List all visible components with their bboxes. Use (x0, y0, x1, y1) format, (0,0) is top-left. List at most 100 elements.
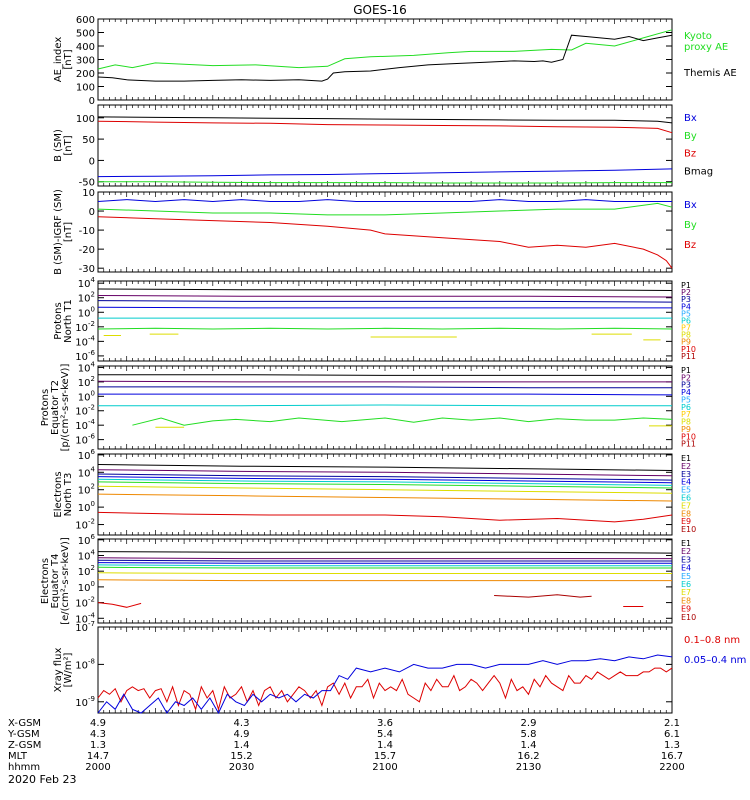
channel-label: E3 (681, 555, 691, 564)
legend-entry: Bx (684, 200, 697, 211)
x-axis-tick-label: 1.4 (521, 740, 537, 751)
x-axis-tick-label: 4.9 (90, 718, 106, 729)
y-tick-label: 10-8 (75, 657, 95, 671)
x-axis-tick-label: 1.3 (90, 740, 106, 751)
y-tick-label: -10 (79, 226, 95, 237)
series-line-p6 (97, 327, 673, 330)
x-axis-tick-label: 1.3 (664, 740, 680, 751)
y-tick-label: 50 (82, 135, 95, 146)
legend-entry: Bx (684, 113, 697, 124)
series-line-e1 (97, 551, 673, 554)
y-tick-label: 104 (78, 548, 96, 562)
channel-label: P9 (681, 338, 691, 347)
series-line-p5 (98, 404, 672, 407)
legend-entry: Kyoto (684, 31, 712, 42)
x-axis-tick-label: 15.7 (374, 751, 396, 762)
series-line-e2 (97, 557, 672, 560)
y-tick-label: 10-2 (75, 596, 95, 610)
y-axis-label: Xray flux (53, 648, 64, 693)
x-axis-row-label: Z-GSM (8, 740, 41, 751)
y-tick-label: 10-2 (75, 518, 95, 532)
y-tick-label: 10 (82, 188, 95, 199)
channel-label: P7 (681, 410, 691, 419)
channel-label: E1 (681, 454, 691, 463)
series-line-p1 (98, 374, 672, 376)
x-axis-tick-label: 2130 (516, 762, 541, 773)
channel-label: P4 (681, 388, 691, 397)
channel-label: E9 (681, 605, 691, 614)
x-axis-tick-label: 3.6 (377, 718, 393, 729)
y-tick-label: 102 (78, 291, 95, 305)
y-axis-label: B (SM) (53, 129, 64, 162)
y-tick-label: 200 (76, 69, 95, 80)
series-line-p4 (98, 393, 673, 396)
series-line-p6 (132, 417, 673, 426)
series-line-e10 (494, 594, 592, 598)
y-axis-label: Electrons (53, 471, 64, 517)
y-tick-label: 100 (78, 500, 95, 514)
y-tick-label: 100 (76, 83, 95, 94)
y-tick-label: 10-6 (75, 433, 95, 447)
y-tick-label: 106 (78, 448, 96, 462)
channel-label: P9 (681, 425, 691, 434)
channel-label: E5 (681, 572, 691, 581)
y-tick-label: 100 (78, 305, 95, 319)
legend-entry: By (684, 131, 697, 142)
y-tick-label: 102 (78, 483, 95, 497)
channel-label: E5 (681, 486, 691, 495)
channel-label: P11 (681, 440, 696, 449)
x-axis-tick-label: 5.4 (377, 729, 393, 740)
y-axis-label: Electrons (40, 558, 51, 604)
panel-2: -50 0 50 100 B (SM) [nT] Bx By Bz Bmag (53, 104, 713, 189)
series-line-e9 (97, 511, 673, 523)
x-axis-tick-label: 2000 (85, 762, 110, 773)
channel-label: E6 (681, 494, 691, 503)
series-line-e6 (97, 566, 672, 569)
channel-label: P6 (681, 316, 691, 325)
y-tick-label: 10-7 (75, 620, 95, 634)
panel-3: -30 -20 -10 0 10 B (SM)-IGRF (SM) [nT] Bx By Bz (53, 188, 697, 275)
channel-label: E2 (681, 547, 691, 556)
channel-label: P8 (681, 331, 691, 340)
legend-entry: 0.1–0.8 nm (684, 635, 740, 646)
series-line-p2 (97, 295, 673, 298)
panel-1: 0 100 200 300 400 500 600 AE_index [nT] Kyotoprox… (53, 15, 737, 107)
series-line-p3 (98, 386, 672, 389)
series-line-e3 (97, 559, 672, 562)
channel-label: P4 (681, 302, 691, 311)
channel-label: E2 (681, 462, 691, 471)
x-axis-tick-label: 2.1 (664, 718, 680, 729)
y-tick-label: 102 (78, 564, 95, 578)
series-line-e4 (97, 562, 672, 564)
series-line-e9 (97, 602, 142, 608)
series-line-e8 (97, 579, 672, 582)
x-axis-tick-label: 4.3 (90, 729, 106, 740)
series-line-e7 (97, 572, 672, 574)
y-tick-label: 10-4 (75, 334, 95, 348)
x-axis-tick-label: 4.9 (234, 729, 250, 740)
x-axis-row-label: Y-GSM (7, 729, 40, 740)
channel-label: P5 (681, 395, 691, 404)
x-axis-row-label: hhmm (8, 762, 40, 773)
y-axis-label: Protons (40, 389, 51, 426)
series-line-themis-ae (97, 34, 673, 82)
series-line-e5 (97, 478, 673, 486)
y-tick-label: -20 (79, 245, 95, 256)
y-tick-label: 600 (76, 15, 95, 26)
channel-label: P2 (681, 373, 691, 382)
panel-8: 10-9 10-8 10-7 Xray flux [W/m²] 0.1–0.8 nm 0.0… (53, 620, 746, 715)
x-axis-tick-label: 14.7 (87, 751, 109, 762)
y-tick-label: 102 (78, 375, 95, 389)
series-line-p1 (97, 288, 673, 291)
channel-label: E1 (681, 539, 691, 548)
y-tick-label: -50 (79, 178, 95, 189)
x-axis-tick-label: 16.2 (517, 751, 539, 762)
channel-label: E4 (681, 564, 691, 573)
channel-label: E10 (681, 613, 696, 622)
channel-label: P7 (681, 324, 691, 333)
x-axis-tick-label: 16.7 (661, 751, 683, 762)
channel-label: P10 (681, 345, 696, 354)
channel-label: P11 (681, 352, 696, 361)
